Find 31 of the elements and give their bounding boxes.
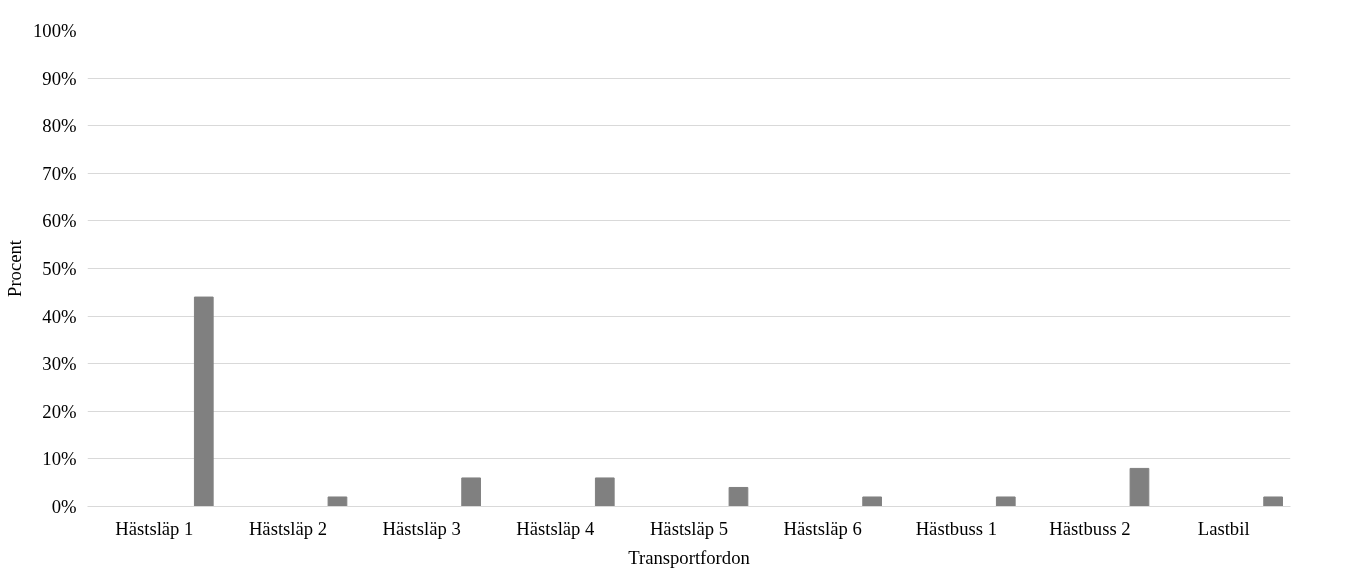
x-tick-label: Hästsläp 2 xyxy=(248,517,328,539)
y-tick-label: 20% xyxy=(42,400,77,422)
y-tick-label: 60% xyxy=(42,210,77,232)
y-tick-label: 100% xyxy=(32,20,77,41)
x-tick-label: Hästsläp 1 xyxy=(115,517,194,539)
x-tick-label: Lastbil xyxy=(1197,517,1250,539)
bar xyxy=(193,296,214,507)
y-tick-label: 30% xyxy=(42,353,77,375)
y-tick-label: 70% xyxy=(42,162,77,184)
x-tick-label: Hästbuss 2 xyxy=(1049,517,1131,539)
bar xyxy=(1263,496,1283,507)
bar xyxy=(995,496,1016,507)
bar xyxy=(728,486,749,507)
y-tick-label: 0% xyxy=(51,496,77,517)
x-tick-label: Hästsläp 6 xyxy=(783,517,862,539)
x-axis-title: Transportfordon xyxy=(628,546,751,568)
y-tick-label: 90% xyxy=(42,67,77,89)
bar xyxy=(461,477,481,507)
bar xyxy=(594,477,615,507)
x-tick-label: Hästsläp 3 xyxy=(382,517,461,539)
y-tick-label: 40% xyxy=(42,305,77,327)
x-tick-label: Hästsläp 5 xyxy=(649,517,729,539)
x-tick-label: Hästbuss 1 xyxy=(915,517,998,539)
x-tick-label: Hästsläp 4 xyxy=(516,517,596,539)
bar xyxy=(862,496,882,507)
y-tick-label: 10% xyxy=(42,448,77,470)
bar xyxy=(1129,467,1150,507)
y-tick-label: 80% xyxy=(42,115,77,137)
y-axis-title: Procent xyxy=(3,239,25,297)
bar xyxy=(327,496,348,507)
y-tick-label: 50% xyxy=(42,258,77,279)
